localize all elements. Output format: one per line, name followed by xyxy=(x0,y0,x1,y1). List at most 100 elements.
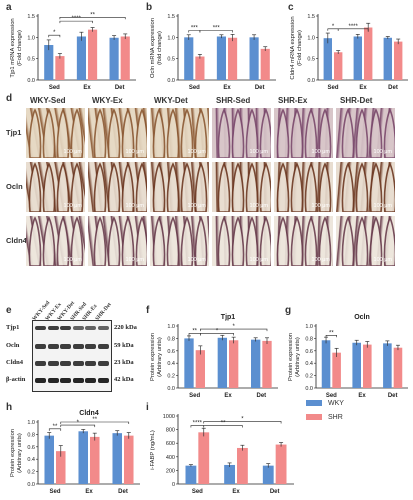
significance-bracket: **** xyxy=(190,421,205,428)
villus xyxy=(56,108,70,158)
x-tick-label: Sed xyxy=(326,393,337,399)
villus xyxy=(318,162,332,212)
bar-wky xyxy=(249,37,259,80)
significance-label: ** xyxy=(192,328,197,334)
villi-shapes xyxy=(217,216,271,266)
villus xyxy=(259,108,271,158)
villus xyxy=(121,162,135,212)
villus xyxy=(369,108,383,158)
chart-g: Ocln Protein expression (Arbitrary units) 0… xyxy=(288,314,408,399)
y-tick-label: 0.8 xyxy=(167,336,175,342)
panel-label-d: d xyxy=(6,93,13,104)
significance-label: ** xyxy=(329,330,334,336)
x-tick-label: Det xyxy=(118,489,128,495)
villus xyxy=(152,162,166,212)
panel-label-e: e xyxy=(6,305,12,316)
bar-shr xyxy=(393,347,403,388)
villus xyxy=(245,108,259,158)
significance-label: ** xyxy=(53,424,58,430)
villi-shapes xyxy=(276,162,332,212)
micrograph-row-label: Ocln xyxy=(6,182,23,191)
chart-h: Cldn4 Protein expression (Arbitrary units)… xyxy=(10,410,140,495)
y-axis-label: (Arbitrary units) xyxy=(17,433,23,473)
micrograph-column-label: SHR-Det xyxy=(340,96,373,105)
y-tick-label: 0.0 xyxy=(27,482,35,488)
chart-i: i-FABP (ng/mL) 0 200 400 600 800 1000 Sed Ex Det *… xyxy=(150,414,294,495)
villus xyxy=(56,162,70,212)
villus xyxy=(341,216,355,266)
bar-shr xyxy=(332,352,341,388)
blot-band xyxy=(72,326,84,330)
significance-label: **** xyxy=(72,16,82,22)
bar-wky xyxy=(184,338,194,388)
panel-label-i: i xyxy=(146,402,149,413)
y-tick-label: 0.5 xyxy=(167,57,175,63)
blot-kda-label: 23 kDa xyxy=(114,359,134,366)
bar-shr xyxy=(90,436,100,484)
chart-title: Cldn4 xyxy=(79,410,99,417)
legend-swatch-wky xyxy=(306,400,322,407)
significance-label: * xyxy=(332,24,335,30)
bar-shr xyxy=(363,344,372,388)
micrograph-row-label: Tjp1 xyxy=(6,128,22,137)
scale-bar-label: 100 μm xyxy=(311,257,330,263)
significance-bracket: * xyxy=(203,416,282,424)
bar-shr xyxy=(120,36,130,80)
scale-bar-label: 100 μm xyxy=(249,203,268,209)
bar-shr xyxy=(237,447,248,484)
significance-label: *** xyxy=(191,26,199,32)
villus xyxy=(93,162,107,212)
y-tick-label: 0.6 xyxy=(305,349,313,355)
micrograph-image: 100 μm xyxy=(336,216,395,266)
micrograph-image: 100 μm xyxy=(274,162,333,212)
y-axis-label: Protein expression xyxy=(10,429,16,477)
x-tick-label: Det xyxy=(270,489,280,495)
x-tick-label: Sed xyxy=(189,85,200,91)
y-axis-label: (Fold change) xyxy=(297,30,303,66)
y-tick-label: 0.2 xyxy=(27,470,35,476)
y-tick-label: 1.5 xyxy=(27,14,35,20)
chart-f: Tjp1 Protein expression (Arbitrary units) 0… xyxy=(150,314,278,399)
micrograph-image: 100 μm xyxy=(274,108,333,158)
bar-wky xyxy=(323,38,332,80)
significance-bracket: * xyxy=(60,420,96,428)
villus xyxy=(304,216,318,266)
scale-bar-label: 100 μm xyxy=(311,149,330,155)
villus xyxy=(56,216,70,266)
blot-band xyxy=(60,361,71,366)
blot-band xyxy=(85,344,96,349)
y-tick-label: 0.6 xyxy=(167,349,175,355)
villus xyxy=(70,108,84,158)
villi-shapes xyxy=(93,162,147,212)
scale-bar-label: 100 μm xyxy=(63,203,82,209)
villus xyxy=(245,162,259,212)
villus xyxy=(107,162,121,212)
villus xyxy=(355,216,369,266)
villus xyxy=(318,108,332,158)
bar-shr xyxy=(262,340,272,388)
bar-wky xyxy=(112,433,122,484)
micrograph-image: 100 μm xyxy=(336,162,395,212)
bar-shr xyxy=(195,350,205,388)
panel-label-f: f xyxy=(146,305,150,316)
y-axis-label: (Arbitrary units) xyxy=(295,337,301,377)
y-tick-label: 1.0 xyxy=(307,35,315,41)
villus xyxy=(318,216,332,266)
micrograph-image: 100 μm xyxy=(88,216,147,266)
blot-band xyxy=(35,326,46,330)
significance-bracket: ** xyxy=(48,424,62,431)
villus xyxy=(194,108,208,158)
bar-shr xyxy=(124,435,134,484)
significance-label: **** xyxy=(349,24,359,30)
villus xyxy=(276,162,290,212)
y-tick-label: 0.4 xyxy=(167,361,175,367)
significance-bracket: ** xyxy=(60,417,130,424)
micrograph-grid: WKY-Sed WKY-Ex WKY-Det SHR-Sed SHR-Ex SHR-Det… xyxy=(6,96,406,271)
villus xyxy=(166,162,180,212)
significance-bracket: * xyxy=(327,24,339,31)
x-tick-label: Sed xyxy=(327,85,338,91)
significance-label: * xyxy=(77,420,80,426)
villus xyxy=(42,108,56,158)
bar-shr xyxy=(198,432,210,484)
villus xyxy=(28,216,42,266)
